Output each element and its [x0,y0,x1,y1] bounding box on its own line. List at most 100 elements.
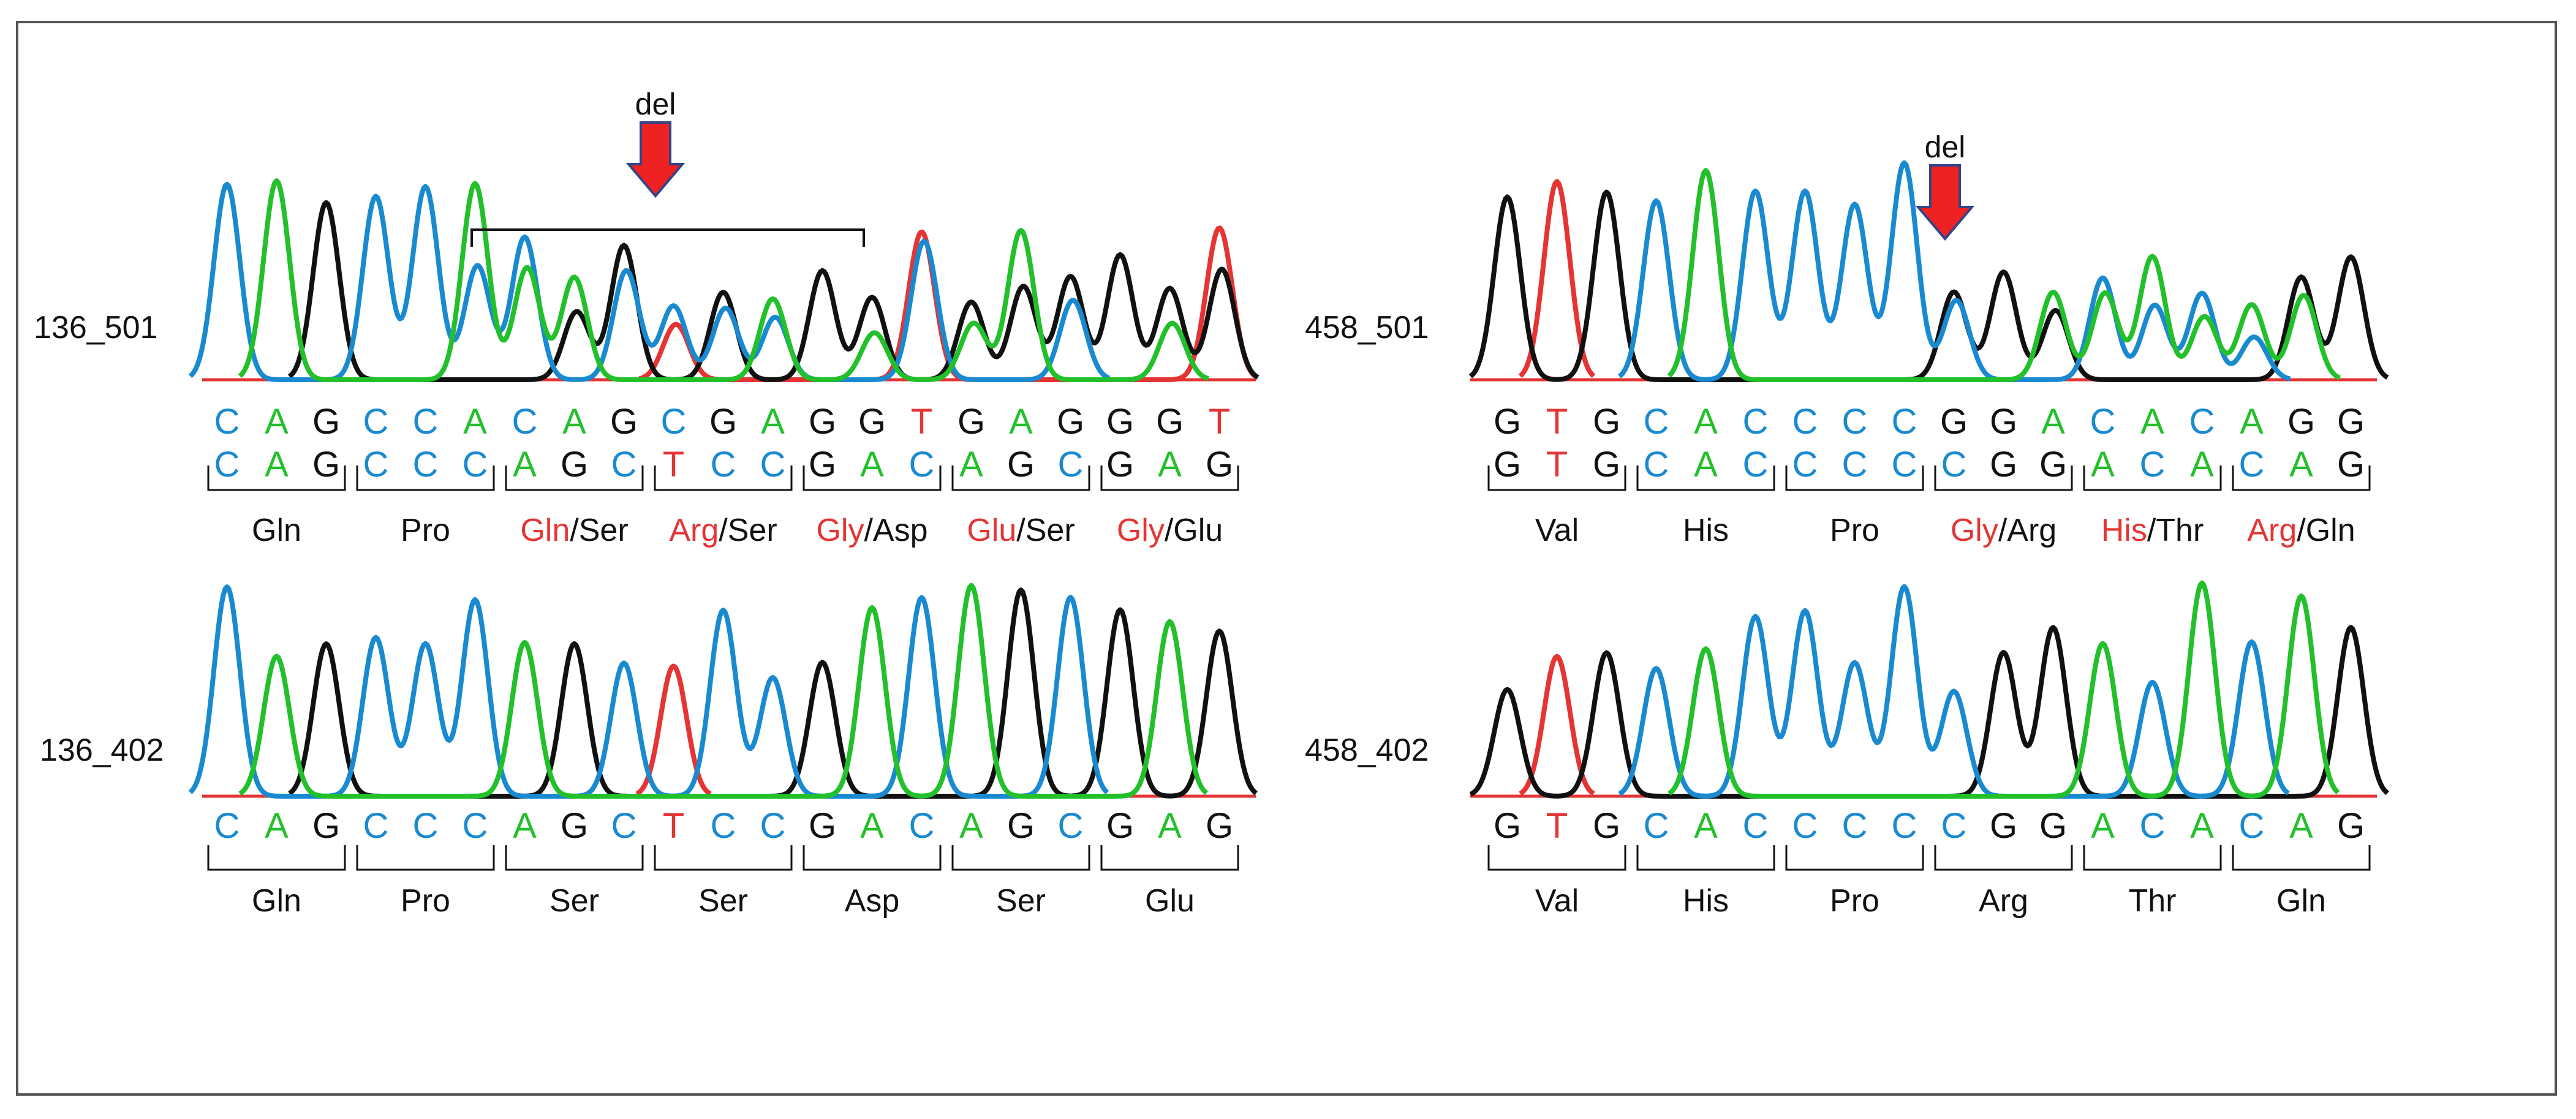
base-call: G [1007,445,1035,484]
codon-bracket [1636,845,1775,871]
trace-G-channel [287,200,1260,382]
wildtype-amino-acid: Val [1535,513,1579,548]
base-call: C [2139,806,2166,846]
codon-bracket [2232,845,2371,871]
mutant-amino-acid: His [2101,513,2147,548]
base-call: A [1158,806,1182,846]
amino-acid-label: Arg/Gln [2247,514,2355,546]
codon-bracket [1487,845,1626,871]
deletion-label: del [635,87,676,121]
base-call: G [2336,445,2365,484]
base-call: C [1643,445,1669,484]
codon-bracket [1785,845,1924,871]
base-call: A [513,806,537,846]
base-call: A [2091,445,2115,484]
base-call: G [1989,445,2018,484]
base-call: A [562,402,586,442]
base-call: C [1941,445,1967,484]
amino-acid-label: Gln [2276,885,2326,917]
codon-bracket [1100,465,1239,491]
base-call: G [709,402,738,442]
mutant-amino-acid: Glu [967,513,1017,548]
base-call: G [1205,445,1234,484]
amino-acid-label: Ser [996,885,1046,917]
base-call: C [1057,445,1084,484]
trace-G-channel [1469,625,2389,799]
wildtype-amino-acid: Pro [401,513,450,548]
wildtype-amino-acid: Pro [1830,513,1879,548]
base-call: C [1841,402,1868,442]
amino-acid-label: His [1683,885,1729,917]
base-call: A [2289,806,2313,846]
amino-acid-label: Gly/Glu [1117,514,1223,546]
base-call: A [2140,402,2164,442]
base-call: C [660,402,687,442]
base-call: A [1158,445,1182,484]
base-call: T [1546,806,1568,846]
wildtype-amino-acid: Gln [252,513,301,548]
base-call: A [959,806,983,846]
base-call: G [2039,445,2068,484]
wildtype-amino-acid: Arg [1979,883,2028,919]
base-call: C [611,445,637,484]
wildtype-amino-acid: Val [1535,883,1579,919]
base-call: T [1546,402,1568,442]
amino-acid-label: Pro [1830,514,1879,546]
amino-acid-separator: / [719,513,728,548]
base-call: C [1742,445,1769,484]
base-call: G [312,402,341,442]
wildtype-amino-acid: Gln [2276,883,2326,919]
amino-acid-label: Ser [550,885,599,917]
wildtype-amino-acid: Ser [578,513,629,548]
base-call: G [1056,402,1085,442]
wildtype-amino-acid: Thr [2128,883,2177,919]
trace-G-channel [1468,189,2389,382]
wildtype-amino-acid: Arg [2007,513,2057,548]
trace-A-channel [238,582,1209,799]
trace-C-channel [188,181,1111,382]
base-call: A [1694,806,1718,846]
base-call: A [2091,806,2115,846]
codon-bracket [803,845,942,871]
base-call: C [214,806,240,846]
trace-C-channel [188,584,1109,799]
base-call: C [1891,445,1917,484]
base-call: C [412,806,439,846]
wildtype-amino-acid: Ser [727,513,777,548]
base-call: A [265,402,289,442]
wildtype-amino-acid: Asp [844,883,900,919]
base-call: G [312,445,341,484]
amino-acid-label: Ser [698,885,748,917]
codon-bracket [654,465,793,491]
base-call: A [860,445,884,484]
base-call: T [910,402,933,442]
codon-bracket [505,465,644,491]
wildtype-amino-acid: Ser [1025,513,1075,548]
base-call: T [1208,402,1231,442]
base-call: G [1989,806,2018,846]
amino-acid-label: Gln [252,514,301,546]
base-call: T [662,445,685,484]
base-call: T [662,806,685,846]
base-call: G [1592,806,1621,846]
amino-acid-label: Arg [1979,885,2028,917]
base-call: G [1106,402,1135,442]
wildtype-amino-acid: His [1682,883,1729,919]
amino-acid-separator: / [570,513,579,548]
base-call: C [1792,402,1818,442]
amino-acid-label: Arg/Ser [669,514,777,546]
amino-acid-label: Val [1535,514,1579,546]
amino-acid-separator: / [864,513,873,548]
base-call: C [412,402,439,442]
base-call: G [1940,402,1968,442]
base-call: C [1891,806,1917,846]
wildtype-amino-acid: Thr [2156,513,2204,548]
base-call: A [1009,402,1033,442]
sample-label: 136_501 [34,310,158,345]
trace-G-channel [288,587,1258,799]
base-call: G [1592,445,1621,484]
base-call: C [1643,402,1669,442]
amino-acid-separator: / [2147,513,2156,548]
base-call: C [710,445,736,484]
